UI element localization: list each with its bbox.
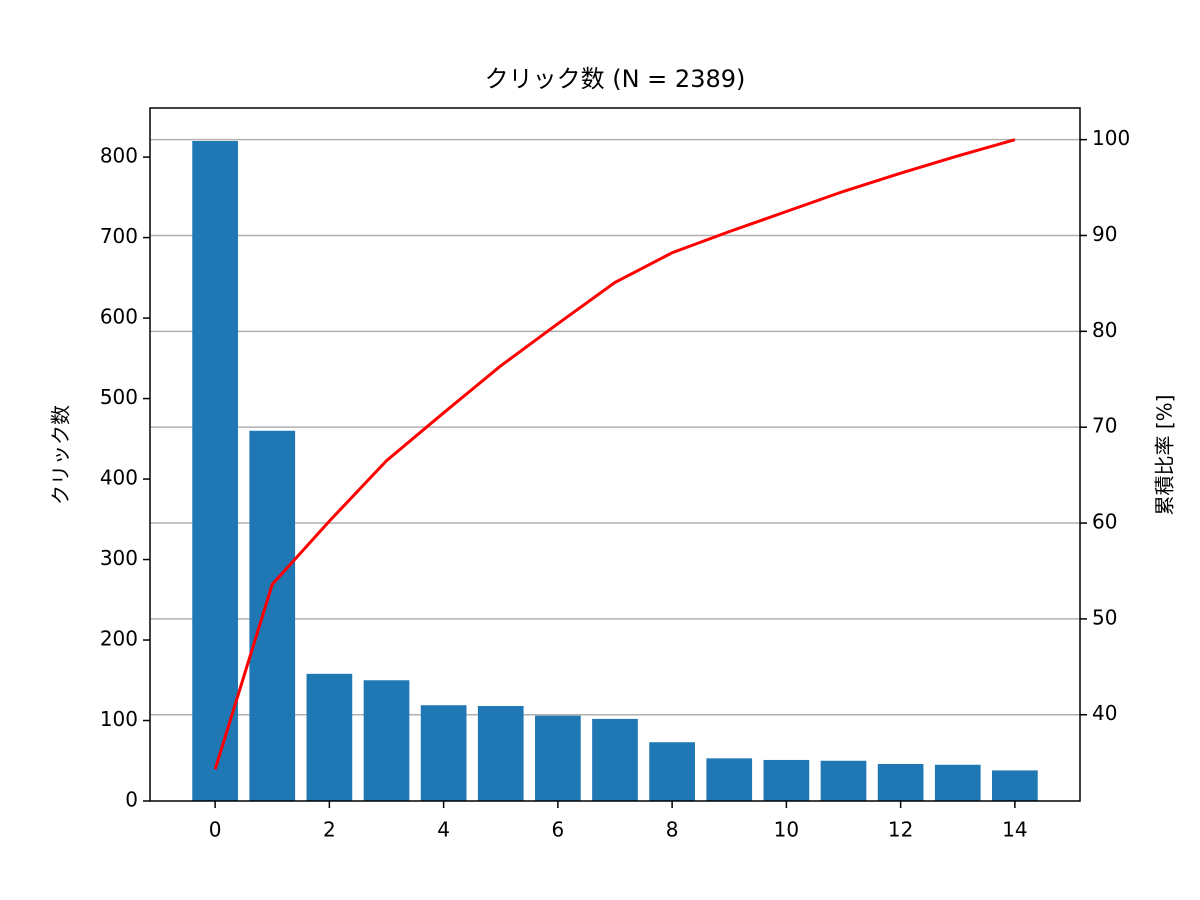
x-tick-label: 4 xyxy=(437,818,450,842)
y-tick-label: 100 xyxy=(100,707,138,731)
x-tick-label: 10 xyxy=(774,818,799,842)
y-tick-label: 200 xyxy=(100,627,138,651)
y-tick-label: 700 xyxy=(100,224,138,248)
x-tick-label: 12 xyxy=(888,818,913,842)
bar xyxy=(820,760,867,801)
y-tick-label: 300 xyxy=(100,546,138,570)
bar xyxy=(363,680,410,801)
y2-tick-label: 40 xyxy=(1092,701,1117,725)
x-tick-label: 2 xyxy=(323,818,336,842)
bar xyxy=(934,764,981,801)
bar xyxy=(649,742,695,801)
y-tick-label: 0 xyxy=(125,788,138,812)
y-tick-label: 600 xyxy=(100,305,138,329)
chart-title: クリック数 (N = 2389) xyxy=(485,65,746,93)
y2-tick-label: 70 xyxy=(1092,414,1117,438)
y2-tick-label: 80 xyxy=(1092,318,1117,342)
y2-axis-label: 累積比率 [%] xyxy=(1153,395,1177,516)
y2-tick-label: 50 xyxy=(1092,605,1117,629)
y2-tick-label: 100 xyxy=(1092,126,1130,150)
bar xyxy=(877,763,924,801)
bar xyxy=(535,715,581,801)
y-tick-label: 500 xyxy=(100,385,138,409)
x-tick-label: 8 xyxy=(666,818,679,842)
y2-tick-label: 90 xyxy=(1092,222,1117,246)
bar xyxy=(477,706,524,801)
y-tick-label: 800 xyxy=(100,144,138,168)
bar xyxy=(763,759,810,801)
x-tick-label: 0 xyxy=(209,818,222,842)
y-axis-label: クリック数 xyxy=(49,405,73,505)
bar xyxy=(192,141,238,801)
x-tick-label: 14 xyxy=(1002,818,1027,842)
bar xyxy=(306,673,353,801)
bar xyxy=(249,430,296,801)
y2-tick-label: 60 xyxy=(1092,510,1117,534)
y-tick-label: 400 xyxy=(100,466,138,490)
bar xyxy=(420,705,467,801)
bar xyxy=(992,770,1038,801)
cumulative-line xyxy=(213,138,1016,770)
bar xyxy=(592,718,638,801)
plot-frame xyxy=(149,107,1081,802)
bar xyxy=(706,758,753,801)
x-tick-label: 6 xyxy=(552,818,565,842)
